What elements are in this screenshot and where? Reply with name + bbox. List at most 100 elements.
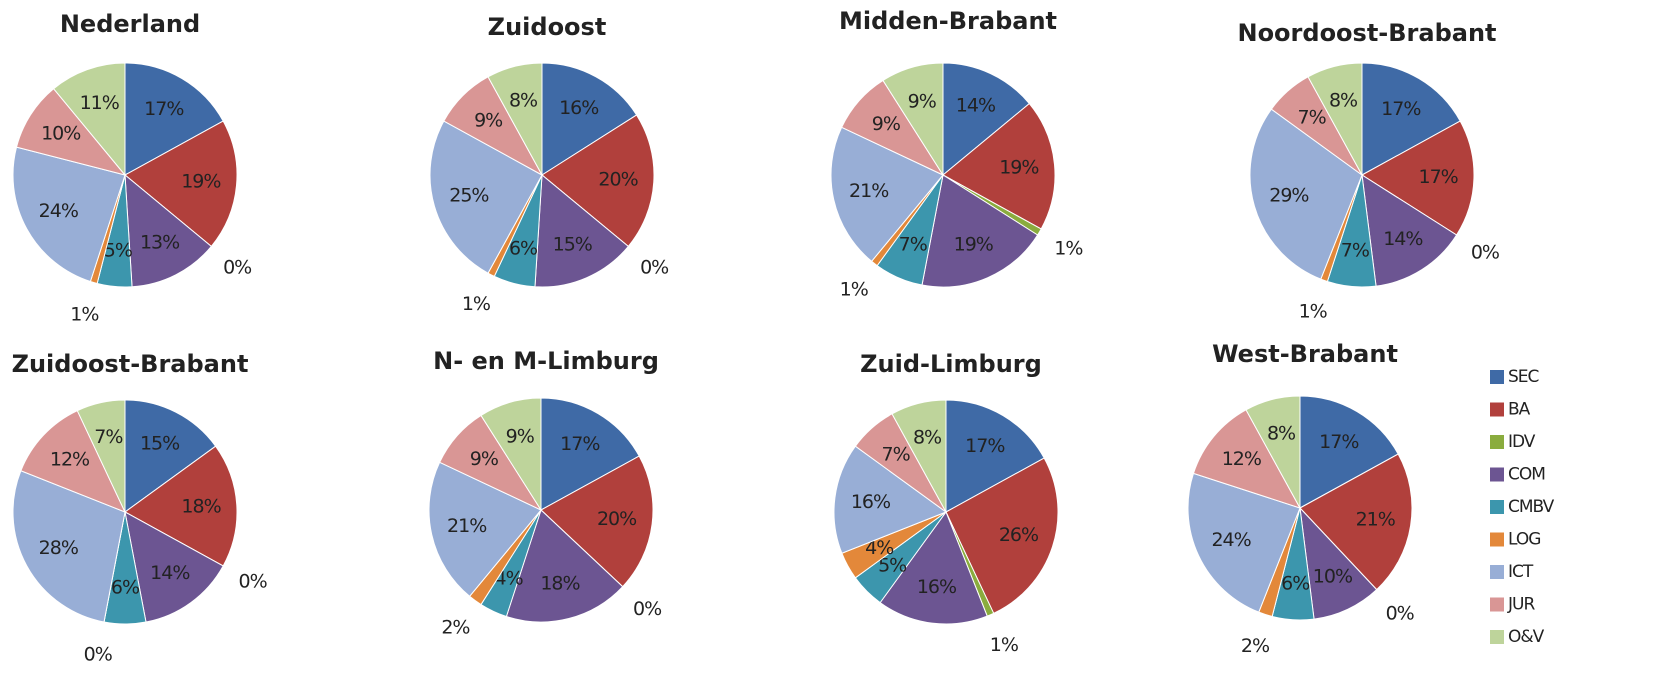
data-label: 17%	[1381, 98, 1420, 120]
data-label: 24%	[1211, 529, 1250, 551]
data-label: 19%	[999, 156, 1038, 178]
pie-slice	[12, 470, 126, 623]
data-label: 13%	[140, 231, 179, 253]
legend-label: LOG	[1508, 530, 1540, 550]
data-label: 1%	[990, 634, 1018, 656]
pie-slice	[1361, 174, 1458, 287]
data-label: 17%	[560, 433, 599, 455]
data-label: 14%	[1383, 228, 1422, 250]
data-label: 5%	[104, 239, 132, 261]
chart-title: Midden-Brabant	[839, 7, 1057, 35]
data-label: 1%	[840, 279, 868, 301]
pie-slice	[124, 173, 213, 288]
pie-slice	[879, 510, 988, 625]
pie-slice	[540, 397, 640, 511]
pie-slice	[541, 114, 655, 248]
pie-slice	[1307, 62, 1363, 176]
legend-label: SEC	[1508, 367, 1539, 387]
pie-slice	[540, 455, 654, 588]
data-label: 25%	[449, 185, 488, 207]
pie-slice	[487, 62, 543, 176]
pie-slice	[124, 445, 238, 567]
data-label: 9%	[908, 90, 936, 112]
data-label: 8%	[1329, 90, 1357, 112]
data-label: 12%	[50, 448, 89, 470]
data-label: 7%	[1298, 106, 1326, 128]
data-label: 0%	[640, 256, 668, 278]
data-label: 8%	[1267, 423, 1295, 445]
data-label: 2%	[1241, 635, 1269, 657]
data-label: 1%	[1054, 238, 1082, 260]
pie-slice	[505, 509, 624, 623]
data-label: 7%	[94, 426, 122, 448]
legend-swatch	[1490, 532, 1504, 547]
data-label: 0%	[1471, 242, 1499, 264]
data-label: 20%	[597, 508, 636, 530]
legend-label: JUR	[1507, 595, 1535, 615]
data-label: 14%	[150, 562, 189, 584]
chart-title: Nederland	[60, 10, 200, 38]
legend-swatch	[1490, 630, 1504, 644]
data-label: 1%	[462, 293, 490, 315]
data-label: 9%	[506, 425, 534, 447]
legend-swatch	[1490, 597, 1504, 612]
data-label: 0%	[223, 256, 251, 278]
data-label: 12%	[1222, 448, 1261, 470]
data-label: 1%	[70, 303, 98, 325]
data-label: 1%	[1299, 300, 1327, 322]
data-label: 18%	[540, 572, 579, 594]
legend-label: BA	[1508, 400, 1531, 420]
data-label: 10%	[1313, 565, 1352, 587]
data-label: 4%	[494, 567, 522, 589]
pie-slice	[20, 409, 126, 513]
chart-title: N- en M-Limburg	[433, 347, 659, 375]
data-label: 16%	[851, 491, 890, 513]
pie-slice	[1299, 453, 1413, 591]
data-label: 17%	[144, 98, 183, 120]
data-label: 9%	[474, 110, 502, 132]
legend-label: O&V	[1508, 627, 1545, 647]
data-label: 0%	[633, 598, 661, 620]
pie-slice	[833, 445, 948, 554]
data-label: 19%	[181, 171, 220, 193]
pie-slice	[1245, 395, 1301, 509]
data-label: 7%	[882, 443, 910, 465]
data-label: 2%	[441, 616, 469, 638]
pie-slice	[942, 62, 1031, 177]
pie-slice	[428, 461, 542, 598]
pie-slice	[942, 102, 1056, 230]
data-label: 10%	[41, 123, 80, 145]
data-label: 24%	[39, 200, 78, 222]
pie-slice	[534, 173, 630, 288]
pie-slice	[480, 397, 542, 512]
data-label: 16%	[559, 97, 598, 119]
legend-label: CMBV	[1508, 497, 1555, 517]
pie-slice	[124, 62, 224, 176]
pie-slice	[945, 457, 1059, 615]
data-label: 26%	[999, 524, 1038, 546]
data-label: 8%	[509, 90, 537, 112]
pie-slice	[945, 399, 1045, 513]
data-label: 17%	[1419, 166, 1458, 188]
chart-title: West-Brabant	[1212, 340, 1398, 368]
data-label: 16%	[917, 576, 956, 598]
data-label: 21%	[1356, 508, 1395, 530]
data-label: 7%	[899, 233, 927, 255]
legend-label: IDV	[1508, 432, 1536, 452]
chart-title: Zuidoost-Brabant	[12, 350, 249, 378]
data-label: 9%	[872, 113, 900, 135]
legend-swatch	[1490, 500, 1504, 514]
pie-slice	[124, 399, 217, 513]
pie-slice	[12, 146, 126, 283]
pie-slice	[76, 399, 126, 513]
data-label: 4%	[865, 537, 893, 559]
data-label: 21%	[849, 180, 888, 202]
legend-swatch	[1490, 565, 1504, 579]
chart-title: Zuidoost	[488, 13, 607, 41]
data-label: 17%	[1319, 431, 1358, 453]
data-label: 17%	[965, 435, 1004, 457]
data-label: 20%	[598, 168, 637, 190]
legend-swatch	[1490, 370, 1504, 384]
data-label: 0%	[239, 571, 267, 593]
legend-swatch	[1490, 435, 1504, 449]
